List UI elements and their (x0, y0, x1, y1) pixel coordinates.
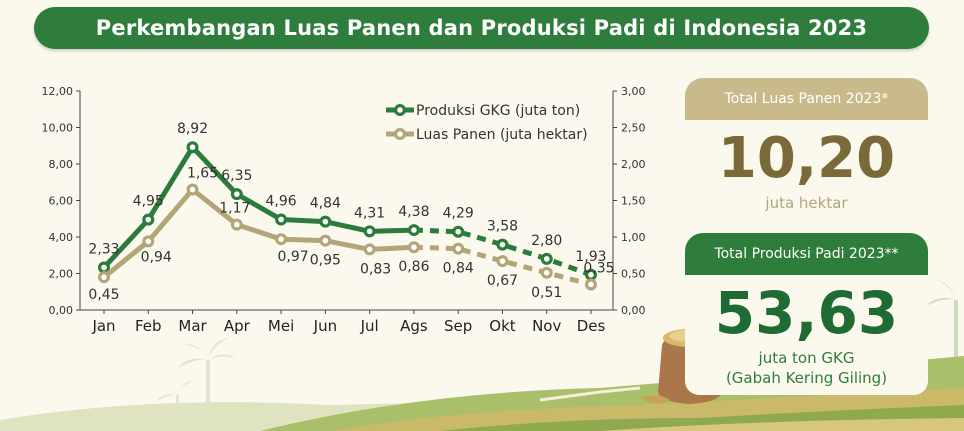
x-tick-label: Feb (135, 317, 162, 335)
x-tick-label: Nov (532, 317, 561, 335)
production-unit-note: (Gabah Kering Giling) (725, 369, 888, 387)
data-point-center (278, 216, 284, 223)
y-right-tick-label: 2,00 (621, 158, 646, 171)
y-left-tick-label: 6,00 (49, 195, 74, 208)
data-point-center (455, 228, 461, 235)
data-point-center (543, 256, 550, 262)
data-label: 4,84 (310, 196, 341, 212)
data-point-center (234, 221, 240, 228)
y-left-tick-label: 8,00 (49, 158, 74, 171)
x-tick-label: Okt (489, 317, 515, 335)
x-tick-label: Sep (444, 317, 472, 335)
x-tick-label: Jul (360, 317, 379, 335)
data-label: 1,65 (187, 166, 218, 182)
x-tick-label: Apr (224, 317, 251, 335)
harvest-area-unit: juta hektar (765, 194, 848, 212)
series-line-production (101, 144, 417, 270)
data-label: 2,80 (531, 233, 562, 249)
data-point-center (101, 274, 107, 280)
data-point-center (366, 228, 373, 235)
data-label: 8,92 (177, 121, 208, 137)
x-tick-label: Jan (91, 317, 115, 335)
data-point-center (278, 236, 284, 242)
data-label: 0,45 (88, 287, 119, 303)
data-label: 4,29 (443, 206, 474, 222)
data-point-center (322, 218, 329, 225)
data-point-center (499, 258, 506, 264)
y-right-tick-label: 0,00 (621, 304, 646, 317)
data-point-center (145, 216, 152, 223)
x-tick-label: Ags (400, 317, 428, 335)
data-label: 1,93 (575, 249, 606, 265)
data-point-center (322, 237, 329, 244)
legend-marker-center (397, 131, 403, 137)
y-left-tick-label: 4,00 (49, 231, 74, 244)
y-left-tick-label: 10,00 (42, 122, 74, 135)
data-label: 3,58 (487, 219, 518, 235)
series-line-harvest-area (101, 187, 417, 280)
palm-tree-right (926, 280, 958, 410)
harvest-area-card-title: Total Luas Panen 2023* (724, 91, 889, 107)
data-point-center (189, 186, 196, 193)
data-point-center (411, 227, 417, 233)
legend-marker-center (397, 107, 403, 113)
data-point-center (455, 245, 461, 252)
data-label: 0,95 (310, 253, 341, 269)
series-line-dashed-harvest-area (413, 244, 592, 287)
production-card: 53,63 juta ton GKG (Gabah Kering Giling) (685, 275, 928, 395)
data-point-center (588, 271, 594, 278)
data-label: 4,31 (354, 205, 385, 221)
data-label: 0,35 (583, 260, 614, 276)
x-tick-label: Mei (268, 317, 294, 335)
data-point-center (499, 241, 506, 248)
x-tick-label: Mar (178, 317, 207, 335)
data-label: 4,38 (398, 204, 429, 220)
data-label: 2,33 (88, 241, 119, 257)
y-left-tick-label: 2,00 (49, 268, 74, 281)
data-point-center (145, 238, 152, 245)
data-label: 0,51 (531, 285, 562, 301)
series-line-dashed-production (413, 227, 592, 278)
data-point-center (543, 269, 550, 276)
production-card-header: Total Produksi Padi 2023** (685, 233, 928, 275)
harvest-area-card-header: Total Luas Panen 2023* (685, 78, 928, 120)
data-label: 0,83 (360, 261, 391, 277)
y-right-tick-label: 3,00 (621, 85, 646, 98)
production-card-title: Total Produksi Padi 2023** (714, 246, 899, 262)
data-label: 4,96 (266, 193, 297, 209)
data-point-center (101, 264, 107, 271)
data-point-center (234, 191, 240, 197)
data-label: 0,84 (443, 261, 474, 277)
legend-label: Produksi GKG (juta ton) (416, 103, 580, 119)
data-label: 0,86 (398, 259, 429, 275)
harvest-area-total-value: 10,20 (717, 126, 896, 191)
y-right-tick-label: 1,00 (621, 231, 646, 244)
data-point-center (588, 281, 594, 288)
production-total-value: 53,63 (714, 279, 899, 347)
data-point-center (411, 244, 417, 251)
data-point-center (366, 246, 373, 253)
x-tick-label: Jun (313, 317, 337, 335)
y-left-tick-label: 0,00 (49, 304, 74, 317)
page-title: Perkembangan Luas Panen dan Produksi Pad… (95, 16, 868, 40)
legend-label: Luas Panen (juta hektar) (416, 127, 588, 143)
data-label: 0,97 (278, 249, 309, 265)
production-unit: juta ton GKG (758, 349, 855, 367)
harvest-area-card: 10,20 juta hektar (685, 120, 928, 220)
title-banner: Perkembangan Luas Panen dan Produksi Pad… (34, 7, 929, 49)
y-right-tick-label: 0,50 (621, 268, 646, 281)
y-right-tick-label: 2,50 (621, 122, 646, 135)
y-left-tick-label: 12,00 (42, 85, 74, 98)
data-label: 0,67 (487, 273, 518, 289)
data-label: 6,35 (221, 168, 252, 184)
data-label: 1,17 (219, 201, 250, 217)
x-tick-label: Des (577, 317, 606, 335)
data-point-center (189, 144, 196, 151)
y-right-tick-label: 1,50 (621, 195, 646, 208)
data-label: 0,94 (141, 249, 172, 265)
data-label: 4,95 (133, 194, 164, 210)
